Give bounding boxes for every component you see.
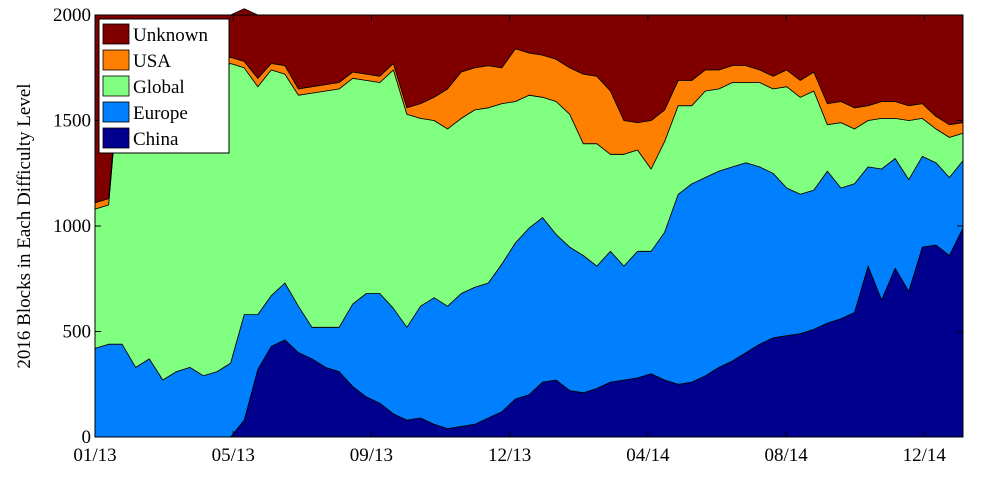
y-tick-label: 500 [63,322,92,343]
legend-label-europe: Europe [133,103,188,124]
x-tick-label: 04/14 [626,445,670,466]
y-tick-label: 1500 [53,111,91,132]
x-tick-label: 12/13 [488,445,531,466]
legend-label-usa: USA [133,51,171,72]
x-axis: 01/13 05/13 09/13 12/13 04/14 08/14 12/14 [73,15,946,466]
legend-swatch-usa [102,49,130,71]
y-tick-label: 0 [82,427,92,448]
x-tick-label: 01/13 [73,445,116,466]
legend-swatch-unknown [102,23,130,45]
x-tick-label: 05/13 [212,445,255,466]
legend-swatch-europe [102,101,130,123]
legend: Unknown USA Global Europe China [98,18,230,154]
x-tick-label: 08/14 [764,445,808,466]
y-axis-title: 2016 Blocks in Each Difficulty Level [14,83,35,368]
legend-label-global: Global [133,77,185,98]
y-tick-label: 1000 [53,216,91,237]
y-tick-label: 2000 [53,5,91,26]
legend-label-china: China [133,129,179,150]
legend-swatch-china [102,127,130,149]
legend-label-unknown: Unknown [133,25,208,46]
y-axis: 0 500 1000 1500 2000 [53,5,963,448]
x-tick-label: 09/13 [350,445,393,466]
x-tick-label: 12/14 [903,445,947,466]
legend-swatch-global [102,75,130,97]
